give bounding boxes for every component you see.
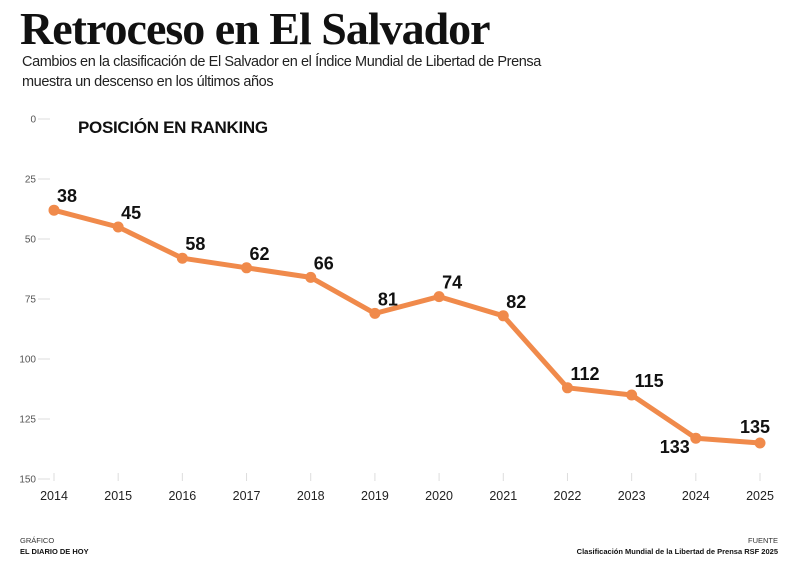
x-tick-label: 2014 — [40, 489, 68, 503]
data-label: 82 — [506, 292, 526, 312]
x-tick-label: 2016 — [168, 489, 196, 503]
y-tick-label: 50 — [25, 235, 37, 246]
x-tick-label: 2021 — [489, 489, 517, 503]
x-tick-label: 2022 — [554, 489, 582, 503]
data-point — [112, 221, 124, 233]
data-label: 81 — [378, 289, 398, 309]
x-tick-label: 2019 — [361, 489, 389, 503]
series-label: POSICIÓN EN RANKING — [78, 118, 268, 137]
chart-subtitle: Cambios en la clasificación de El Salvad… — [22, 54, 541, 90]
data-point — [754, 437, 766, 449]
y-tick-label: 0 — [30, 115, 36, 126]
data-point — [369, 307, 381, 319]
series-line — [51, 207, 763, 446]
data-label: 133 — [660, 437, 690, 457]
data-label: 58 — [185, 234, 205, 254]
x-tick-label: 2017 — [233, 489, 261, 503]
credit-value: EL DIARIO DE HOY — [20, 547, 89, 556]
footer-credit: GRÁFICO EL DIARIO DE HOY — [20, 535, 89, 557]
chart-title: Retroceso en El Salvador — [20, 3, 491, 54]
data-point — [433, 291, 445, 303]
x-tick-label: 2015 — [104, 489, 132, 503]
data-point — [626, 389, 638, 401]
x-axis: 2014 2015 2016 2017 2018 2019 2020 2021 2022 2023… — [40, 473, 774, 503]
x-tick-label: 2024 — [682, 489, 710, 503]
data-point — [176, 252, 188, 264]
data-label: 66 — [314, 253, 334, 273]
data-point — [497, 310, 509, 322]
data-point — [561, 382, 573, 394]
data-label: 74 — [442, 273, 462, 293]
y-tick-label: 75 — [25, 295, 37, 306]
x-tick-label: 2023 — [618, 489, 646, 503]
source-label: FUENTE — [748, 536, 778, 545]
x-tick-label: 2025 — [746, 489, 774, 503]
data-point — [48, 204, 60, 216]
x-tick-label: 2018 — [297, 489, 325, 503]
plot-area: 38 45 58 62 66 81 74 82 112 115 133 135 — [48, 186, 770, 457]
x-tick-label: 2020 — [425, 489, 453, 503]
data-label: 38 — [57, 186, 77, 206]
credit-label: GRÁFICO — [20, 536, 55, 545]
footer-source: FUENTE Clasificación Mundial de la Liber… — [577, 535, 778, 557]
y-tick-label: 100 — [19, 355, 36, 366]
data-point — [305, 271, 317, 283]
y-tick-label: 125 — [19, 415, 36, 426]
data-label: 62 — [250, 244, 270, 264]
data-label: 112 — [570, 364, 599, 384]
data-point — [690, 432, 702, 444]
y-axis: 0 25 50 75 100 125 150 — [19, 115, 50, 486]
data-label: 45 — [121, 203, 141, 223]
y-tick-label: 150 — [19, 475, 36, 486]
y-tick-label: 25 — [25, 175, 37, 186]
data-label: 135 — [740, 417, 770, 437]
data-label: 115 — [635, 371, 664, 391]
data-point — [241, 262, 253, 274]
source-value: Clasificación Mundial de la Libertad de … — [576, 547, 778, 556]
